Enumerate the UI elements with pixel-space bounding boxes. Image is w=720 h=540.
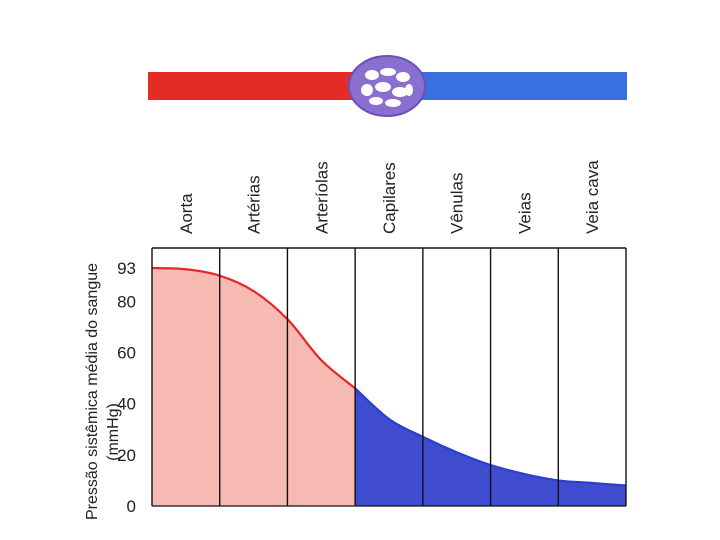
category-label: Artérias bbox=[245, 175, 264, 234]
y-axis-title-line1: Pressão sistêmica média do sangue bbox=[84, 263, 101, 520]
y-tick-label: 40 bbox=[117, 395, 136, 414]
capillary-network-icon bbox=[361, 68, 413, 107]
category-label: Arteríolas bbox=[312, 161, 331, 234]
y-axis-title-line2: (mmHg) bbox=[105, 403, 122, 461]
category-label: Vênulas bbox=[448, 173, 467, 234]
y-tick-label: 0 bbox=[127, 497, 136, 516]
category-label: Veias bbox=[515, 192, 534, 234]
area-arterial bbox=[152, 268, 356, 506]
category-label: Veia cava bbox=[583, 160, 602, 234]
category-labels: Aorta Artérias Arteríolas Capilares Vênulas V… bbox=[177, 160, 602, 234]
vein-band bbox=[405, 72, 627, 100]
y-tick-label: 80 bbox=[117, 292, 136, 311]
y-tick-label: 93 bbox=[117, 259, 136, 278]
category-label: Capilares bbox=[380, 162, 399, 234]
plot-area bbox=[151, 247, 627, 507]
vessel-diagram bbox=[148, 55, 627, 117]
artery-band bbox=[148, 72, 363, 100]
y-tick-label: 60 bbox=[117, 343, 136, 362]
category-label: Aorta bbox=[177, 193, 196, 234]
y-tick-label: 20 bbox=[117, 446, 136, 465]
y-axis: 0 20 40 60 80 93 bbox=[117, 259, 136, 516]
line-arterial bbox=[151, 266, 356, 390]
